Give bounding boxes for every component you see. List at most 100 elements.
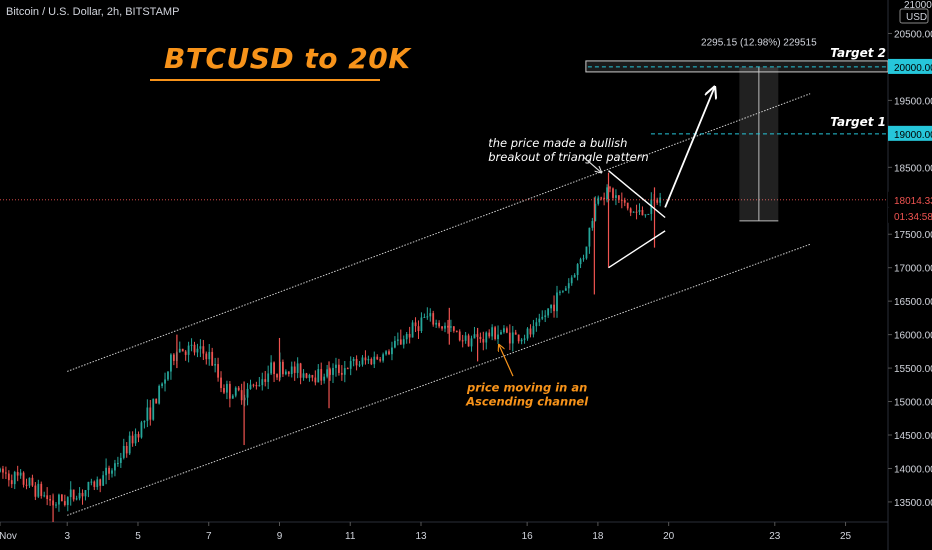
candle-up — [402, 339, 405, 345]
candle-up — [105, 467, 107, 476]
candle-down — [287, 371, 290, 375]
candle-up — [0, 468, 1, 472]
candle-up — [111, 470, 113, 474]
candle-up — [594, 203, 597, 222]
candle-up — [332, 367, 334, 375]
candle-down — [211, 351, 214, 366]
candle-down — [508, 332, 511, 344]
candle-up — [317, 369, 320, 383]
candle-up — [367, 358, 370, 361]
candle-down — [458, 331, 461, 341]
countdown-tag: 01:34:58 — [894, 212, 932, 223]
candle-up — [140, 422, 143, 438]
price-tick-label: 14000.00 — [894, 464, 932, 475]
candle-down — [514, 332, 517, 335]
candle-up — [284, 371, 287, 375]
candle-up — [567, 283, 570, 289]
candle-up — [647, 213, 650, 215]
candle-down — [25, 484, 28, 486]
candle-down — [40, 483, 43, 496]
candle-down — [340, 372, 343, 375]
candle-down — [529, 328, 532, 335]
candle-down — [320, 369, 323, 381]
candle-down — [299, 363, 302, 378]
candle-up — [523, 338, 526, 340]
candle-down — [388, 351, 390, 355]
channel-upper-line — [67, 93, 811, 372]
candle-down — [617, 195, 620, 200]
candle-up — [246, 388, 249, 398]
date-tick-label: 25 — [840, 531, 852, 542]
candle-down — [31, 477, 34, 486]
candle-down — [488, 332, 491, 337]
candle-down — [255, 385, 258, 387]
price-axis[interactable]: 13500.00 14000.00 14500.00 15000.00 15500.00… — [888, 0, 932, 509]
price-tick-label: 15000.00 — [894, 398, 932, 409]
annotation-text-line: price moving in an — [466, 381, 587, 395]
candle-down — [4, 472, 7, 474]
date-tick-label: 3 — [64, 531, 70, 542]
date-tick-label: 23 — [769, 531, 781, 542]
date-tick-label: 5 — [135, 531, 141, 542]
candle-up — [196, 348, 199, 353]
candle-down — [16, 472, 19, 476]
candle-up — [290, 366, 293, 375]
time-axis[interactable]: Nov 3 5 7 9 11 13 16 18 20 23 25 — [0, 522, 852, 542]
candle-up — [385, 351, 387, 355]
candle-up — [28, 477, 31, 486]
date-tick-label: 9 — [277, 531, 283, 542]
candle-down — [264, 379, 267, 382]
candle-down — [63, 501, 66, 506]
symbol-header: Bitcoin / U.S. Dollar, 2h, BITSTAMP — [6, 6, 180, 18]
candle-up — [78, 492, 81, 499]
candle-down — [10, 480, 13, 485]
date-tick-label: 13 — [415, 531, 427, 542]
candle-up — [426, 316, 429, 318]
candle-down — [2, 468, 4, 473]
target-price-tag-bg — [888, 58, 932, 74]
candle-up — [102, 475, 105, 486]
candle-up — [349, 361, 352, 369]
candle-up — [66, 497, 69, 506]
candle-down — [205, 353, 208, 360]
candle-down — [252, 384, 255, 386]
candle-down — [49, 499, 51, 501]
candle-down — [399, 339, 402, 345]
target-price-tag: 20000.00 — [894, 63, 932, 74]
candle-up — [520, 339, 523, 342]
chart-overlays: 2295.15 (12.98%) 229515 Target 1 Target 2 t… — [0, 37, 889, 409]
price-tick-label: 16000.00 — [894, 331, 932, 342]
candle-up — [335, 364, 337, 368]
annotation-arrow — [499, 345, 514, 377]
candle-up — [199, 346, 202, 349]
chart-grid — [0, 0, 889, 550]
candle-down — [81, 492, 84, 497]
candle-up — [152, 398, 155, 420]
price-tick-label: 13500.00 — [894, 498, 932, 509]
candle-down — [240, 390, 243, 401]
candle-up — [19, 472, 22, 476]
candle-down — [346, 368, 349, 370]
annotation-text-line: breakout of triangle pattern — [488, 150, 649, 164]
candle-up — [270, 362, 273, 374]
candle-up — [491, 327, 494, 337]
candle-up — [511, 332, 514, 344]
candle-down — [276, 374, 278, 378]
candle-down — [172, 354, 175, 361]
price-tick-label: 14500.00 — [894, 431, 932, 442]
candle-down — [223, 388, 225, 393]
candle-down — [329, 369, 331, 375]
candle-down — [282, 361, 284, 375]
candle-up — [164, 379, 166, 384]
candle-up — [170, 354, 172, 372]
candle-down — [314, 377, 317, 383]
date-tick-label: Nov — [0, 531, 17, 542]
date-tick-label: 18 — [592, 531, 604, 542]
candle-down — [93, 481, 96, 487]
candle-up — [119, 457, 122, 463]
candle-up — [323, 376, 326, 381]
candle-down — [311, 374, 314, 378]
candle-up — [352, 358, 355, 362]
candle-down — [467, 335, 470, 347]
